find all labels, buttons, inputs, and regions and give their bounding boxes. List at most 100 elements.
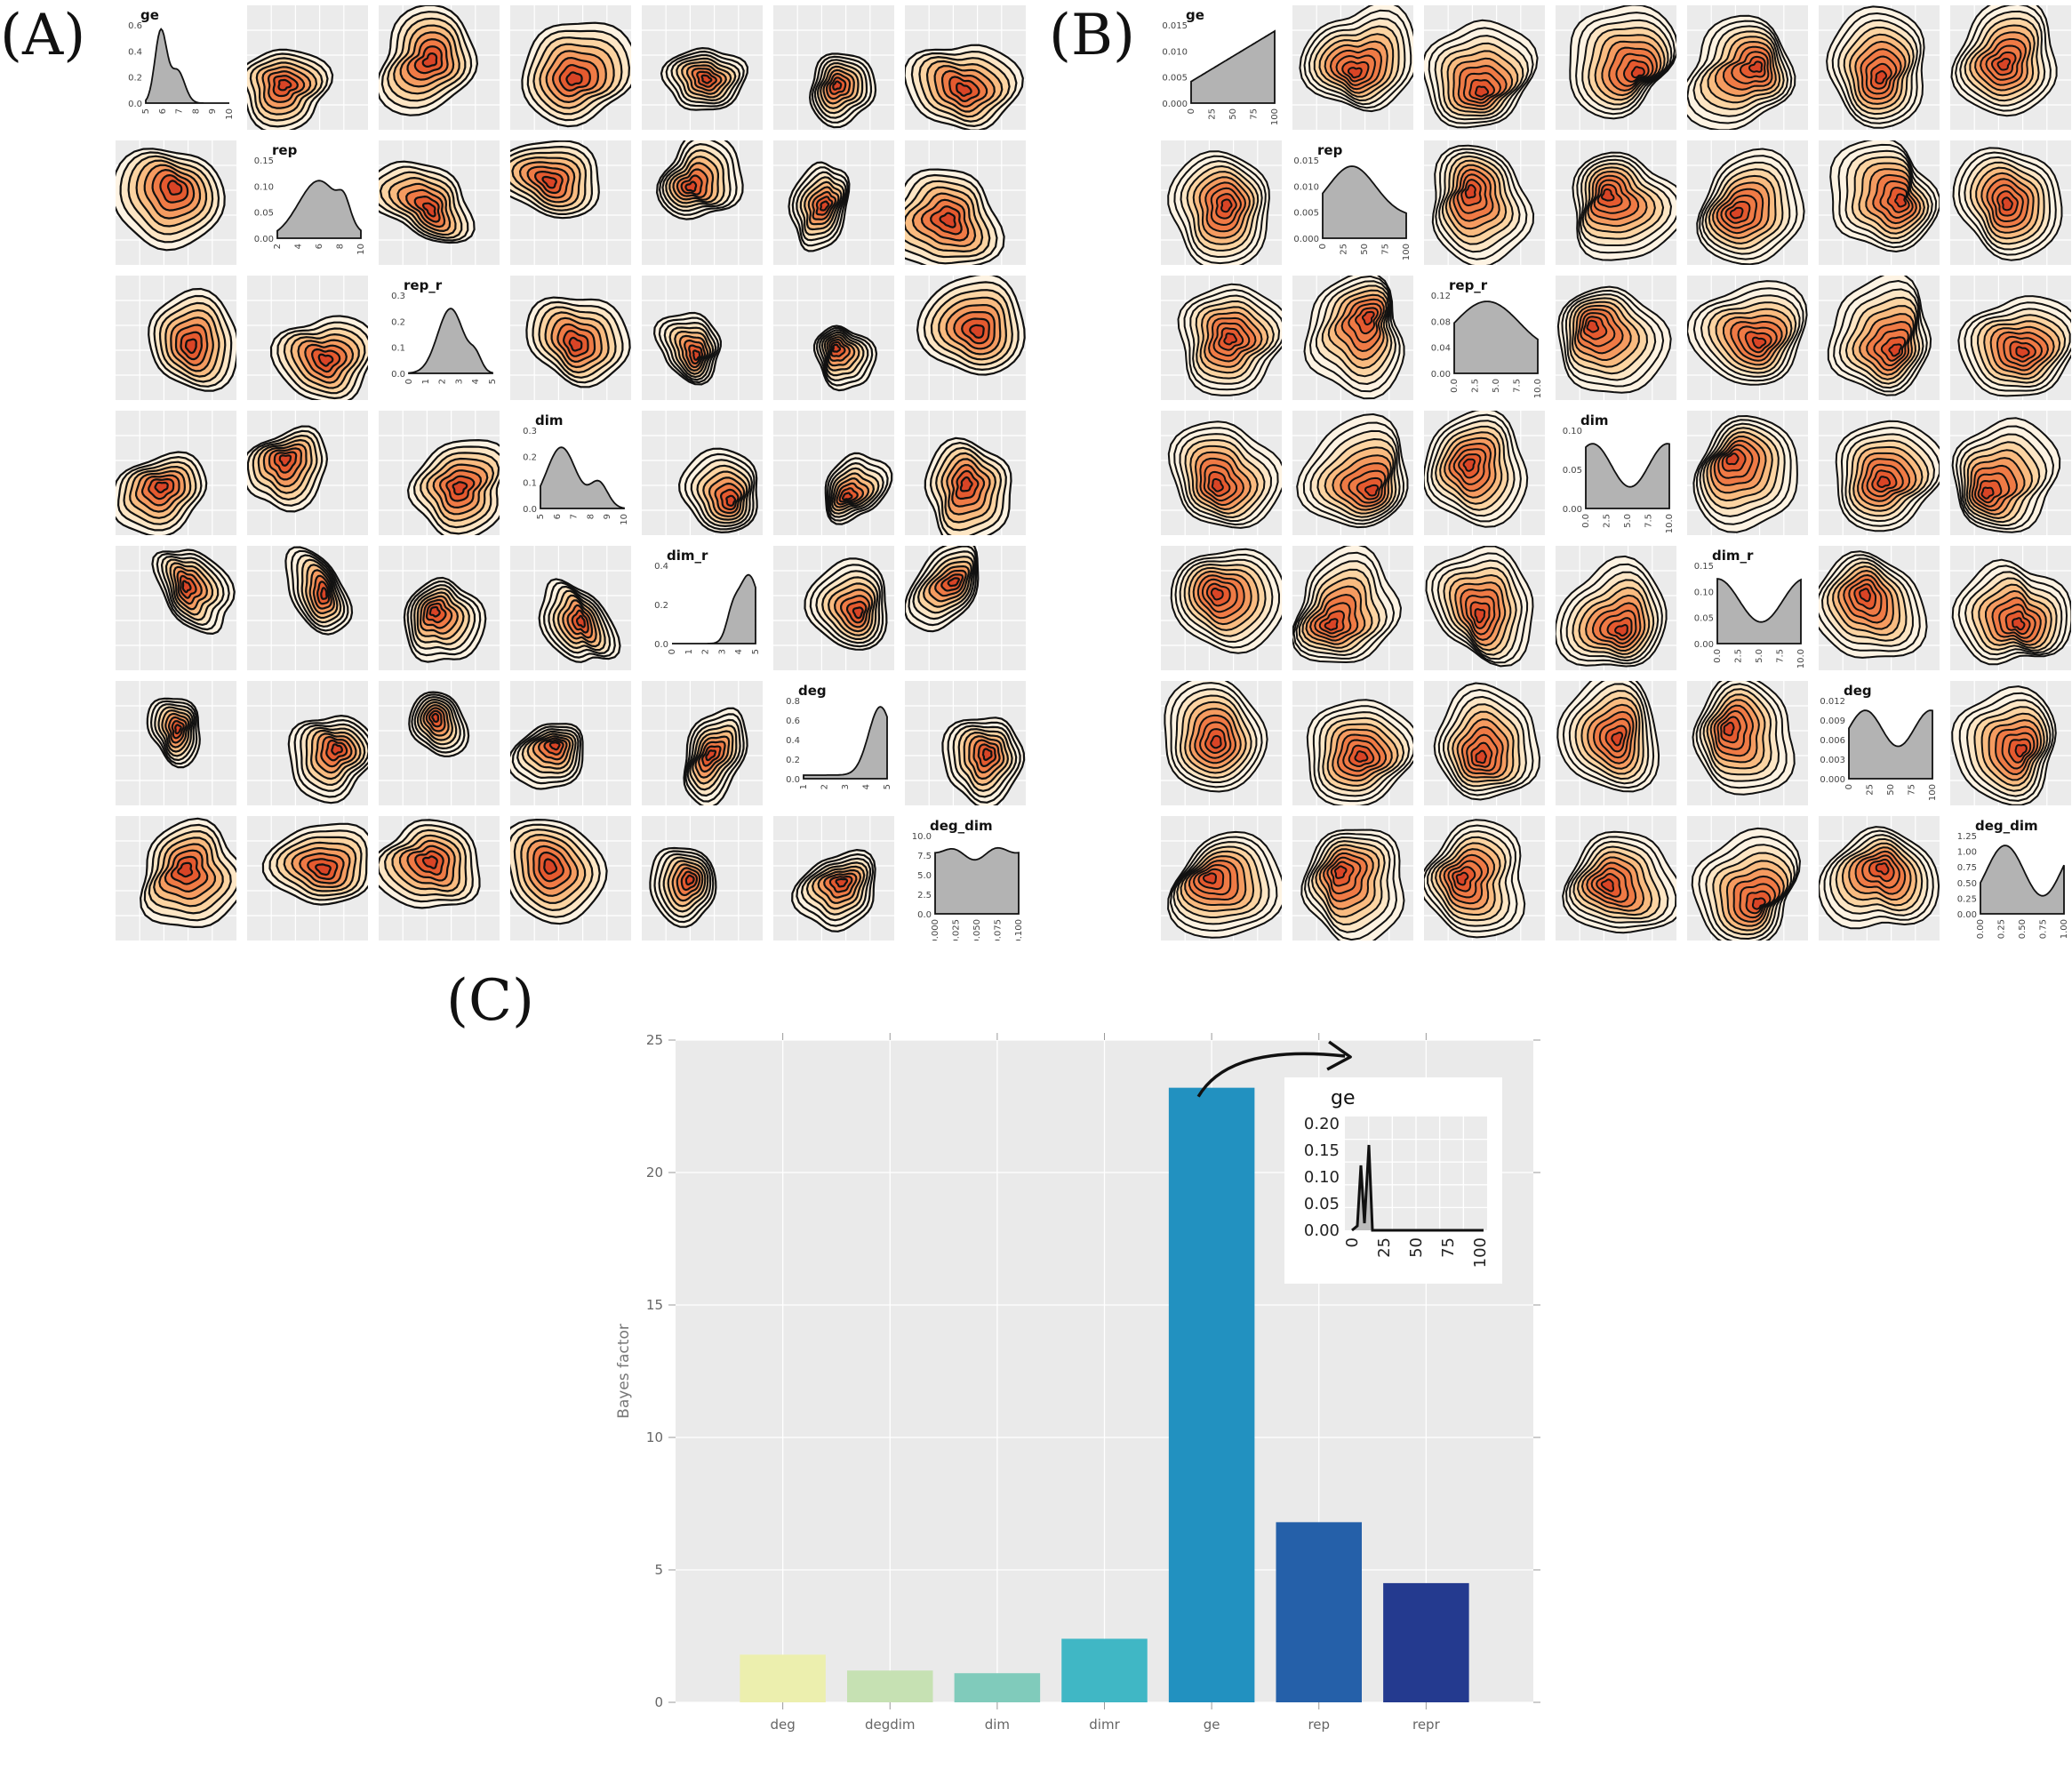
contour-plot-dim-rep xyxy=(247,411,368,535)
contour-plot-deg-rep xyxy=(247,681,368,805)
svg-text:7.5: 7.5 xyxy=(1644,514,1654,528)
svg-text:0.15: 0.15 xyxy=(1694,562,1714,572)
panel-label-a: (A) xyxy=(0,3,86,68)
svg-text:0.3: 0.3 xyxy=(391,292,405,301)
contour-plot-deg_dim-dim_r xyxy=(1687,816,1808,941)
svg-text:0.012: 0.012 xyxy=(1820,697,1845,707)
density-title: ge xyxy=(140,7,159,23)
svg-text:0.10: 0.10 xyxy=(1563,427,1582,436)
density-plot-deg_dim: 10.0 7.5 5.0 2.5 0.0 0.000 0.025 0.050 0.075 0.10… xyxy=(905,816,1026,941)
contour-plot-ge-rep_r xyxy=(379,5,500,130)
svg-text:1.25: 1.25 xyxy=(1957,832,1977,842)
svg-text:75: 75 xyxy=(1908,784,1917,796)
svg-text:2: 2 xyxy=(820,784,830,789)
x-tick-label: dimr xyxy=(1089,1717,1120,1733)
svg-text:4: 4 xyxy=(294,244,304,249)
contour-plot-deg_dim-rep xyxy=(247,816,368,941)
svg-text:10: 10 xyxy=(356,244,366,255)
svg-text:0: 0 xyxy=(404,379,414,384)
svg-text:10.0: 10.0 xyxy=(912,832,932,842)
svg-text:0.12: 0.12 xyxy=(1431,292,1451,301)
contour-plot-ge-dim xyxy=(510,5,631,130)
contour-plot-deg_dim-deg xyxy=(773,816,894,941)
contour-plot-rep-dim xyxy=(1556,140,1676,265)
arrow-head-icon xyxy=(1326,1040,1352,1071)
svg-text:25: 25 xyxy=(1208,108,1218,120)
svg-text:0.00: 0.00 xyxy=(1563,505,1582,515)
svg-text:0.0: 0.0 xyxy=(1713,649,1723,663)
svg-text:0.0: 0.0 xyxy=(1450,379,1460,393)
svg-text:10.0: 10.0 xyxy=(1665,514,1675,533)
svg-text:0.50: 0.50 xyxy=(1957,879,1977,889)
inset-x-tick: 50 xyxy=(1407,1237,1426,1258)
bar-repr xyxy=(1383,1582,1469,1702)
svg-text:10.0: 10.0 xyxy=(1796,649,1806,668)
contour-plot-rep_r-rep xyxy=(247,276,368,400)
contour-plot-dim-rep_r xyxy=(379,411,500,535)
contour-plot-deg-dim xyxy=(510,681,631,805)
svg-text:8: 8 xyxy=(191,108,201,114)
contour-plot-ge-rep xyxy=(1292,5,1413,130)
svg-text:0.003: 0.003 xyxy=(1820,756,1845,765)
y-axis-label: Bayes factor xyxy=(615,1324,633,1419)
contour-plot-deg-deg_dim xyxy=(905,681,1026,805)
density-title: dim xyxy=(535,412,564,428)
svg-text:1: 1 xyxy=(799,784,809,789)
svg-text:5.0: 5.0 xyxy=(1492,379,1501,393)
svg-text:0.75: 0.75 xyxy=(2039,919,2049,939)
contour-plot-rep_r-dim xyxy=(1556,276,1676,400)
bar-degdim xyxy=(847,1670,933,1702)
svg-text:0.015: 0.015 xyxy=(1162,21,1188,31)
svg-text:100: 100 xyxy=(1270,108,1280,125)
svg-text:3: 3 xyxy=(454,379,464,384)
svg-text:0.1: 0.1 xyxy=(523,479,537,489)
svg-text:9: 9 xyxy=(603,514,612,519)
svg-text:3: 3 xyxy=(841,784,851,789)
svg-text:0.6: 0.6 xyxy=(786,716,800,726)
svg-text:0.15: 0.15 xyxy=(254,156,274,166)
contour-plot-rep-deg_dim xyxy=(905,140,1026,265)
contour-plot-dim-deg_dim xyxy=(905,411,1026,535)
svg-text:50: 50 xyxy=(1360,244,1370,255)
svg-text:0.000: 0.000 xyxy=(1820,775,1845,785)
contour-plot-deg_dim-rep_r xyxy=(379,816,500,941)
contour-plot-ge-deg xyxy=(1819,5,1940,130)
svg-text:2: 2 xyxy=(273,244,283,249)
svg-text:6: 6 xyxy=(553,514,563,519)
svg-text:0.009: 0.009 xyxy=(1820,716,1845,726)
inset-y-tick: 0.10 xyxy=(1304,1168,1340,1187)
svg-text:0.8: 0.8 xyxy=(786,697,800,707)
contour-plot-rep_r-deg xyxy=(773,276,894,400)
density-title: rep_r xyxy=(404,277,443,293)
svg-text:0.4: 0.4 xyxy=(786,736,800,746)
svg-text:0.0: 0.0 xyxy=(917,910,932,920)
svg-text:5.0: 5.0 xyxy=(1623,514,1633,528)
svg-text:0.05: 0.05 xyxy=(254,209,274,219)
contour-plot-deg-rep_r xyxy=(1424,681,1545,805)
svg-text:0.015: 0.015 xyxy=(1293,156,1319,166)
density-plot-rep_r: 0.3 0.2 0.1 0.0 0 1 2 3 4 5 rep_r xyxy=(379,276,500,400)
contour-plot-rep-dim_r xyxy=(1687,140,1808,265)
svg-text:50: 50 xyxy=(1886,784,1896,796)
density-plot-deg: 0.012 0.009 0.006 0.003 0.000 0 25 50 75 100 deg xyxy=(1819,681,1940,805)
svg-text:0.010: 0.010 xyxy=(1293,182,1319,192)
svg-text:7.5: 7.5 xyxy=(917,852,932,861)
density-title: rep xyxy=(1317,142,1343,158)
density-title: deg_dim xyxy=(1975,818,2038,834)
svg-text:7: 7 xyxy=(570,514,580,519)
svg-text:100: 100 xyxy=(1928,784,1938,801)
svg-text:0.75: 0.75 xyxy=(1957,863,1977,873)
contour-plot-deg_dim-rep xyxy=(1292,816,1413,941)
contour-plot-rep-ge xyxy=(1161,140,1282,265)
svg-text:0.2: 0.2 xyxy=(128,74,142,84)
svg-text:0: 0 xyxy=(668,649,677,654)
svg-text:0.006: 0.006 xyxy=(1820,736,1845,746)
density-plot-rep: 0.015 0.010 0.005 0.000 0 25 50 75 100 rep xyxy=(1292,140,1413,265)
x-tick-label: dim xyxy=(985,1717,1010,1733)
svg-text:5: 5 xyxy=(141,108,151,114)
svg-text:5: 5 xyxy=(883,784,892,789)
svg-text:0.00: 0.00 xyxy=(1694,640,1714,650)
svg-text:8: 8 xyxy=(586,514,596,519)
contour-plot-rep_r-dim_r xyxy=(642,276,763,400)
inset-y-tick: 0.00 xyxy=(1304,1221,1340,1240)
